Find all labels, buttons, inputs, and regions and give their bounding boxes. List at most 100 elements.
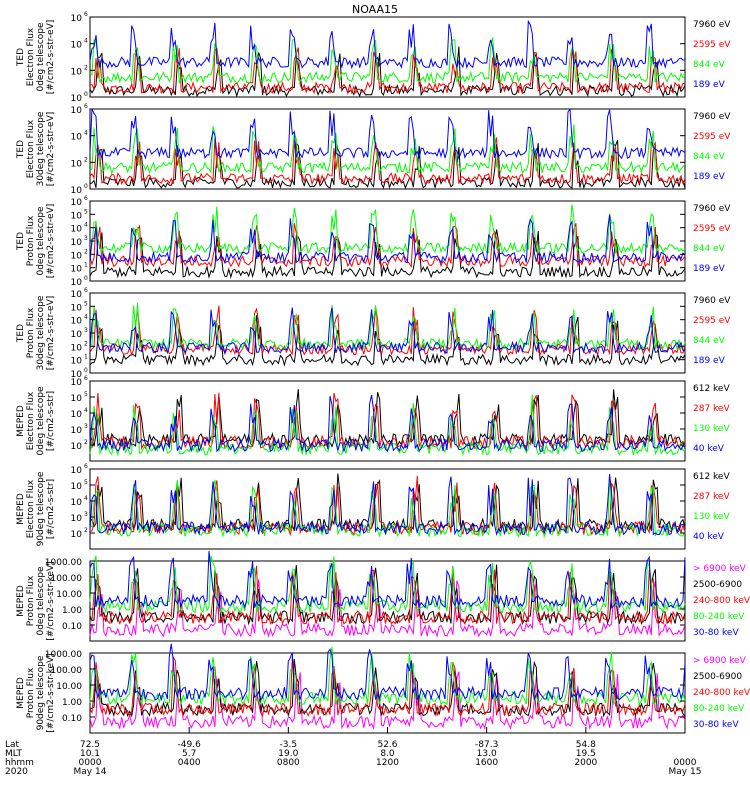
legend-item: 240-800 keV	[693, 596, 750, 606]
y-axis-label: TEDProton Flux30deg telescope[#/cm2-s-st…	[16, 295, 56, 370]
y-tick-label: 10	[71, 530, 83, 540]
x-tick-label: 10.1	[80, 749, 100, 759]
y-tick-label: 0.10	[62, 714, 82, 724]
legend-item: 7960 eV	[693, 112, 731, 122]
y-tick-label: 10	[71, 186, 83, 196]
series-trace	[89, 124, 686, 175]
legend-item: 80-240 keV	[693, 612, 745, 622]
series-trace	[89, 389, 686, 449]
legend-item: 189 eV	[693, 80, 726, 90]
x-tick-label: 54.8	[576, 740, 596, 750]
panel-frame	[89, 468, 686, 550]
x-tick-label: 72.5	[80, 740, 100, 750]
x-axis-row-label: MLT	[5, 749, 23, 759]
y-tick-exponent: 2	[84, 340, 88, 347]
y-tick-label: 10	[71, 133, 83, 143]
y-tick-label: 10	[71, 41, 83, 51]
y-tick-label: 10	[71, 343, 83, 353]
y-tick-label: 10	[71, 159, 83, 169]
y-tick-exponent: 5	[84, 300, 88, 307]
y-tick-label: 10	[71, 357, 83, 367]
x-tick-label: 0000	[674, 758, 697, 768]
x-tick-label: 19.0	[278, 749, 298, 759]
series-trace	[89, 392, 686, 451]
legend-item: 7960 eV	[693, 204, 731, 214]
series-trace	[89, 579, 686, 638]
y-tick-exponent: 6	[84, 375, 88, 382]
legend-item: 40 keV	[693, 444, 725, 454]
panel-frame	[89, 652, 686, 734]
y-tick-exponent: 3	[84, 423, 88, 430]
legend-item: 130 keV	[693, 512, 730, 522]
y-tick-label: 10	[71, 238, 83, 248]
legend: 7960 eV 2595 eV 844 eV 189 eV	[693, 112, 731, 182]
series-trace	[89, 477, 686, 539]
y-tick-exponent: 0	[84, 91, 88, 98]
series-trace	[89, 37, 686, 85]
y-tick-label: 10	[71, 198, 83, 208]
series-trace	[89, 204, 686, 255]
y-tick-label: 10	[71, 514, 83, 524]
legend-item: 844 eV	[693, 152, 726, 162]
y-tick-label: 10	[71, 211, 83, 221]
y-tick-exponent: 0	[84, 275, 88, 282]
legend: 7960 eV 2595 eV 844 eV 189 eV	[693, 204, 731, 274]
y-tick-label: 10	[71, 265, 83, 275]
legend-item: 189 eV	[693, 264, 726, 274]
x-axis-row-label: Lat	[5, 740, 20, 750]
legend-item: 40 keV	[693, 532, 725, 542]
legend-item: 2500-6900	[693, 672, 742, 682]
x-tick-label: 2000	[574, 758, 597, 768]
legend-item: 287 keV	[693, 492, 730, 502]
y-tick-exponent: 2	[84, 156, 88, 163]
x-tick-label: 0000	[79, 758, 102, 768]
legend-item: 2595 eV	[693, 40, 731, 50]
series-trace	[89, 564, 686, 626]
chart-title: NOAA15	[352, 3, 398, 16]
y-tick-exponent: 5	[84, 479, 88, 486]
y-tick-label: 10	[71, 442, 83, 452]
x-tick-label: -3.5	[280, 740, 298, 750]
y-axis-label: TEDProton Flux0deg telescope[#/cm2-s-str…	[16, 204, 56, 279]
legend-item: 612 keV	[693, 384, 730, 394]
x-tick-label: 52.6	[377, 740, 397, 750]
y-tick-exponent: 6	[84, 195, 88, 202]
y-tick-label: 10	[71, 278, 83, 288]
y-tick-exponent: 2	[84, 248, 88, 255]
legend-item: 30-80 keV	[693, 720, 739, 730]
legend-item: 240-800 keV	[693, 688, 750, 698]
y-tick-exponent: 3	[84, 511, 88, 518]
legend-item: 7960 eV	[693, 20, 731, 30]
x-tick-label: 8.0	[380, 749, 395, 759]
legend-item: 2595 eV	[693, 224, 731, 234]
series-trace	[89, 555, 686, 614]
y-tick-exponent: 6	[84, 287, 88, 294]
series-trace	[89, 394, 686, 453]
legend: 612 keV 287 keV 130 keV 40 keV	[693, 472, 730, 542]
y-tick-label: 10	[71, 466, 83, 476]
legend: 7960 eV 2595 eV 844 eV 189 eV	[693, 296, 731, 366]
y-tick-label: 100.00	[51, 574, 83, 584]
y-tick-exponent: 2	[84, 439, 88, 446]
y-axis-label: TEDElectron Flux0deg telescope[#/cm2-s-s…	[16, 20, 56, 95]
x-tick-label: 5.7	[182, 749, 196, 759]
legend-item: 844 eV	[693, 244, 726, 254]
series-trace	[89, 565, 686, 626]
y-tick-label: 1.00	[62, 698, 82, 708]
legend-item: > 6900 keV	[693, 564, 747, 574]
legend-item: 80-240 keV	[693, 704, 745, 714]
series-trace	[89, 137, 686, 186]
legend-item: 30-80 keV	[693, 628, 739, 638]
y-tick-exponent: 1	[84, 262, 88, 269]
y-tick-label: 10	[71, 378, 83, 388]
x-tick-label: -87.3	[475, 740, 498, 750]
series-trace	[89, 646, 686, 706]
y-axis-label: MEPEDProton Flux90deg telescope[#/cm2-s-…	[16, 653, 56, 732]
series-trace	[89, 551, 686, 609]
y-axis-label: TEDElectron Flux30deg telescope[#/cm2-s-…	[16, 111, 56, 186]
y-tick-label: 100.00	[51, 666, 83, 676]
